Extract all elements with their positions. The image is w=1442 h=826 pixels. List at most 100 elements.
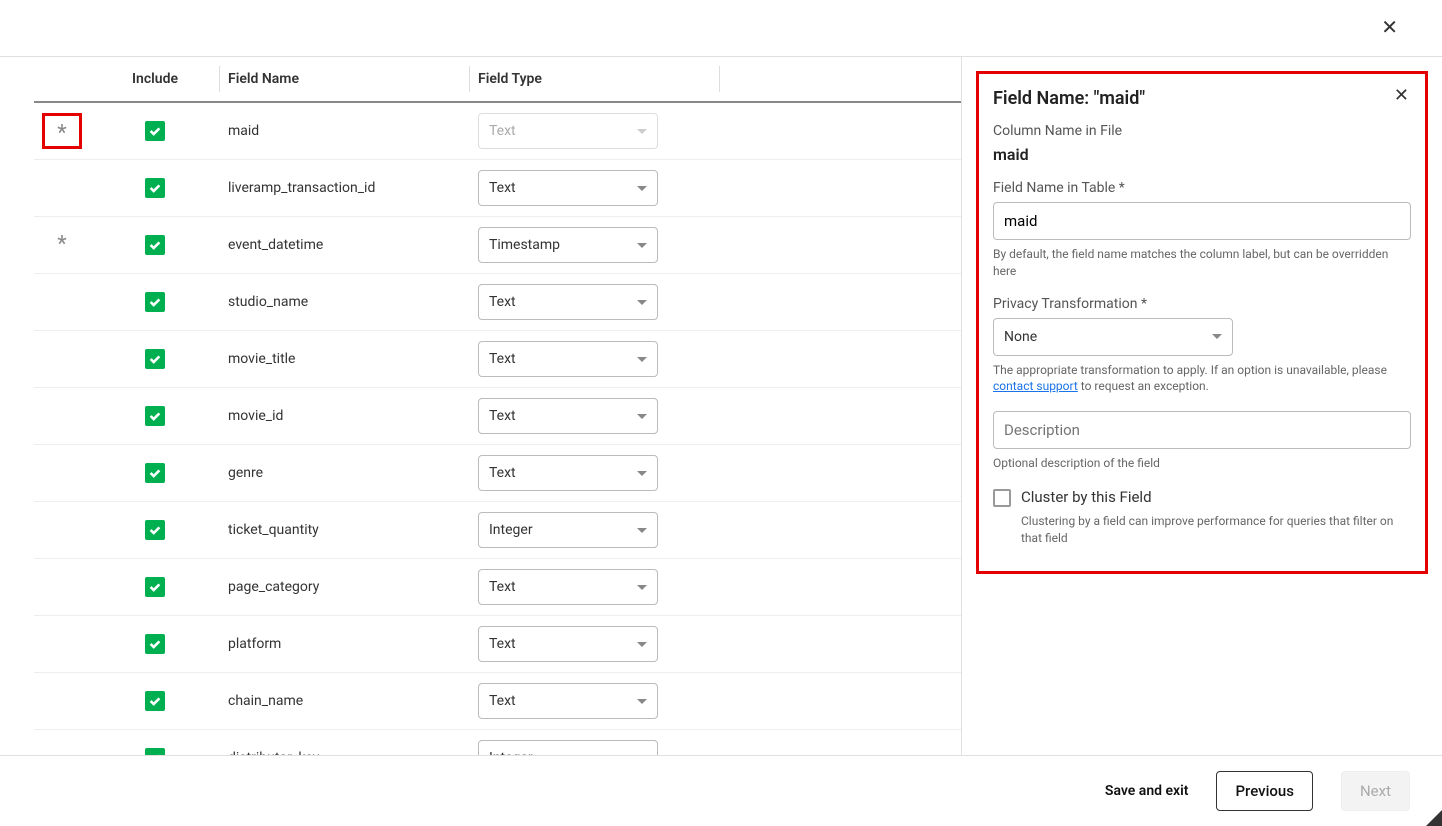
- spacer-cell: [720, 445, 961, 502]
- field-name-cell: platform: [220, 616, 470, 673]
- star-cell: [34, 331, 90, 388]
- field-type-select[interactable]: Text: [478, 341, 658, 377]
- include-checkbox[interactable]: [145, 235, 165, 255]
- table-row[interactable]: movie_idText: [34, 388, 961, 445]
- field-type-value: Integer: [489, 522, 533, 538]
- spacer-cell: [720, 502, 961, 559]
- detail-close-button[interactable]: ✕: [1388, 84, 1415, 107]
- chevron-down-icon: [637, 186, 647, 191]
- field-type-value: Text: [489, 294, 516, 310]
- table-row[interactable]: genre Text: [34, 445, 961, 502]
- include-checkbox[interactable]: [145, 178, 165, 198]
- resize-handle-icon[interactable]: [1426, 810, 1442, 826]
- field-type-cell: Text: [470, 160, 720, 217]
- table-row[interactable]: ticket_quantityInteger: [34, 502, 961, 559]
- table-row[interactable]: platformText: [34, 616, 961, 673]
- save-and-exit-link[interactable]: Save and exit: [1105, 783, 1189, 799]
- privacy-hint-post: to request an exception.: [1078, 379, 1209, 393]
- field-type-select[interactable]: Text: [478, 683, 658, 719]
- spacer-cell: [720, 160, 961, 217]
- table-row[interactable]: *maidText: [34, 102, 961, 160]
- include-checkbox[interactable]: [145, 349, 165, 369]
- star-cell: [34, 559, 90, 616]
- cluster-checkbox[interactable]: [993, 489, 1011, 507]
- include-checkbox[interactable]: [145, 634, 165, 654]
- field-name-input[interactable]: [993, 202, 1411, 240]
- field-type-cell: Text: [470, 559, 720, 616]
- detail-title-value: "maid": [1094, 88, 1145, 109]
- star-cell: *: [34, 102, 90, 160]
- field-type-value: Text: [489, 351, 516, 367]
- table-row[interactable]: studio_nameText: [34, 274, 961, 331]
- fields-table-panel: Include Field Name Field Type *maidTextl…: [0, 57, 962, 755]
- privacy-select-value: None: [1004, 329, 1037, 345]
- include-checkbox[interactable]: [145, 406, 165, 426]
- column-name-label: Column Name in File: [993, 123, 1411, 139]
- previous-button[interactable]: Previous: [1216, 771, 1313, 811]
- field-type-select[interactable]: Integer: [478, 512, 658, 548]
- field-name-cell: movie_title: [220, 331, 470, 388]
- include-cell: [90, 274, 220, 331]
- column-name-value: maid: [993, 145, 1411, 164]
- field-type-select[interactable]: Text: [478, 398, 658, 434]
- include-checkbox[interactable]: [145, 121, 165, 141]
- chevron-down-icon: [637, 300, 647, 305]
- field-name-in-table-label: Field Name in Table *: [993, 180, 1411, 196]
- include-checkbox[interactable]: [145, 577, 165, 597]
- star-cell: *: [34, 217, 90, 274]
- privacy-group: Privacy Transformation * None The approp…: [993, 296, 1411, 396]
- field-name-group: Field Name in Table * By default, the fi…: [993, 180, 1411, 280]
- field-type-cell: Text: [470, 388, 720, 445]
- include-checkbox[interactable]: [145, 463, 165, 483]
- include-cell: [90, 502, 220, 559]
- field-name-cell: event_datetime: [220, 217, 470, 274]
- col-header-star: [34, 57, 90, 102]
- privacy-select[interactable]: None: [993, 318, 1233, 356]
- field-type-value: Text: [489, 408, 516, 424]
- field-type-cell: Text: [470, 274, 720, 331]
- field-type-value: Text: [489, 465, 516, 481]
- include-checkbox[interactable]: [145, 292, 165, 312]
- table-row[interactable]: distributor_key Integer: [34, 730, 961, 756]
- field-name-cell: genre: [220, 445, 470, 502]
- spacer-cell: [720, 388, 961, 445]
- table-row[interactable]: liveramp_transaction_idText: [34, 160, 961, 217]
- privacy-hint: The appropriate transformation to apply.…: [993, 362, 1411, 396]
- chevron-down-icon: [637, 528, 647, 533]
- chevron-down-icon: [637, 243, 647, 248]
- table-row[interactable]: movie_title Text: [34, 331, 961, 388]
- spacer-cell: [720, 331, 961, 388]
- table-row[interactable]: chain_nameText: [34, 673, 961, 730]
- field-type-value: Text: [489, 180, 516, 196]
- include-checkbox[interactable]: [145, 691, 165, 711]
- field-type-cell: Text: [470, 616, 720, 673]
- field-type-select[interactable]: Text: [478, 626, 658, 662]
- field-name-cell: maid: [220, 102, 470, 160]
- contact-support-link[interactable]: contact support: [993, 379, 1078, 393]
- include-checkbox[interactable]: [145, 748, 165, 756]
- table-row[interactable]: page_categoryText: [34, 559, 961, 616]
- include-cell: [90, 217, 220, 274]
- privacy-hint-pre: The appropriate transformation to apply.…: [993, 363, 1387, 377]
- field-type-select[interactable]: Integer: [478, 740, 658, 755]
- column-name-group: Column Name in File maid: [993, 123, 1411, 164]
- cluster-hint: Clustering by a field can improve perfor…: [1021, 513, 1411, 547]
- col-header-field-name: Field Name: [220, 57, 470, 102]
- include-cell: [90, 616, 220, 673]
- star-cell: [34, 160, 90, 217]
- field-type-select[interactable]: Timestamp: [478, 227, 658, 263]
- field-type-select[interactable]: Text: [478, 455, 658, 491]
- chevron-down-icon: [637, 642, 647, 647]
- cluster-group: Cluster by this Field: [993, 488, 1411, 507]
- include-checkbox[interactable]: [145, 520, 165, 540]
- field-name-cell: distributor_key: [220, 730, 470, 756]
- table-row[interactable]: * event_datetimeTimestamp: [34, 217, 961, 274]
- chevron-down-icon: [637, 357, 647, 362]
- field-type-select[interactable]: Text: [478, 170, 658, 206]
- include-cell: [90, 730, 220, 756]
- include-cell: [90, 559, 220, 616]
- modal-close-button[interactable]: ✕: [1375, 14, 1404, 41]
- description-input[interactable]: [993, 411, 1411, 449]
- field-type-select[interactable]: Text: [478, 284, 658, 320]
- field-type-select[interactable]: Text: [478, 569, 658, 605]
